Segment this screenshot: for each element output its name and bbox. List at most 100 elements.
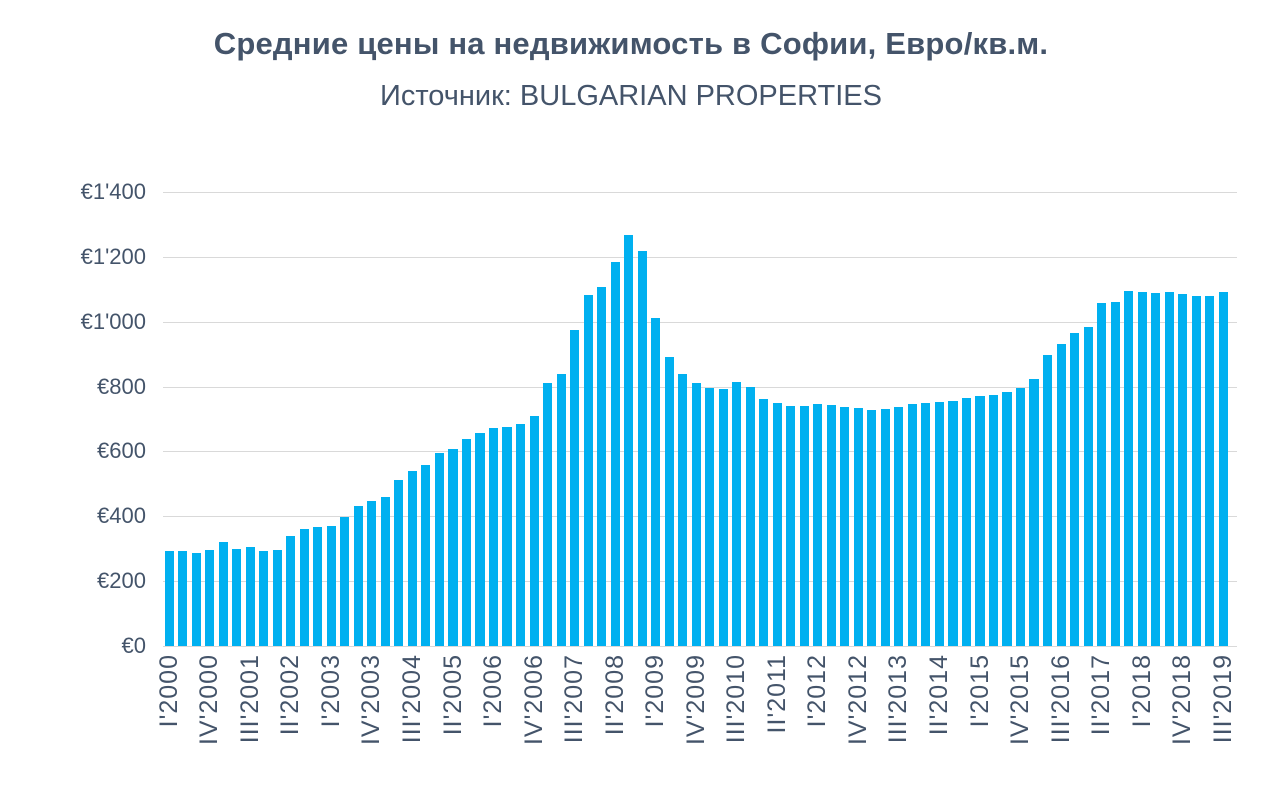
bar-IV'2016	[1070, 333, 1080, 646]
y-tick-label: €800	[97, 373, 146, 399]
bar-II'2003	[340, 517, 350, 646]
bar-III'2013	[894, 406, 904, 646]
y-tick-label: €1'200	[80, 243, 146, 269]
chart-title: Средние цены на недвижимость в Софии, Ев…	[213, 26, 1049, 61]
bar-II'2009	[664, 356, 674, 646]
gridline-0	[163, 646, 1237, 647]
x-tick-label-III'2007: III'2007	[560, 654, 589, 744]
bar-III'2007	[570, 330, 580, 646]
bar-IV'2009	[691, 383, 701, 646]
bar-II'2004	[394, 479, 404, 646]
y-tick-label: €200	[97, 568, 146, 594]
bar-I'2013	[867, 410, 877, 646]
bar-III'2014	[948, 400, 958, 646]
x-tick-label-I'2009: I'2009	[641, 654, 670, 728]
bar-III'2008	[624, 235, 634, 646]
bar-IV'2005	[475, 433, 485, 646]
bar-IV'2003	[367, 501, 377, 646]
x-tick-label-II'2005: II'2005	[438, 654, 467, 736]
bar-II'2006	[502, 427, 512, 646]
bar-III'2018	[1164, 292, 1174, 646]
bar-I'2006	[488, 428, 499, 646]
bar-I'2005	[434, 453, 445, 646]
bar-III'2009	[678, 373, 688, 646]
bar-II'2013	[880, 408, 890, 646]
x-tick-label-II'2008: II'2008	[600, 654, 629, 736]
bar-III'2005	[461, 438, 472, 646]
bar-III'2010	[732, 382, 742, 646]
bar-III'2002	[299, 529, 309, 646]
bar-II'2000	[178, 551, 188, 646]
bar-IV'2012	[853, 408, 863, 646]
bar-II'2016	[1042, 355, 1053, 646]
bar-II'2001	[232, 549, 242, 646]
bar-II'2002	[286, 535, 296, 646]
bar-II'2005	[448, 449, 458, 646]
x-tick-label-III'2013: III'2013	[884, 654, 913, 744]
bar-III'2000	[191, 552, 201, 646]
x-tick-label-I'2003: I'2003	[316, 654, 345, 728]
bar-I'2003	[326, 526, 336, 646]
bar-I'2007	[543, 383, 553, 646]
x-tick-label-II'2011: II'2011	[762, 654, 791, 734]
bar-I'2010	[705, 388, 715, 646]
x-tick-label-I'2012: I'2012	[803, 654, 832, 728]
x-tick-label-II'2017: II'2017	[1087, 654, 1116, 736]
bar-III'2019	[1218, 291, 1228, 646]
bar-IV'2011	[799, 406, 809, 646]
x-tick-label-III'2010: III'2010	[722, 654, 751, 744]
bar-I'2002	[272, 550, 282, 646]
x-tick-label-I'2006: I'2006	[479, 654, 507, 728]
bar-IV'2000	[205, 549, 215, 646]
x-tick-label-IV'2003: IV'2003	[357, 654, 386, 746]
gridline-1200	[163, 256, 1237, 258]
bar-IV'2018	[1178, 293, 1188, 646]
x-tick-label-IV'2000: IV'2000	[195, 654, 224, 746]
bar-I'2008	[597, 287, 607, 646]
x-tick-label-IV'2018: IV'2018	[1168, 654, 1197, 746]
bar-II'2019	[1205, 295, 1215, 646]
bar-I'2011	[759, 398, 769, 646]
y-tick-label: €400	[97, 503, 146, 529]
bar-IV'2008	[637, 251, 647, 646]
bar-III'2012	[840, 407, 850, 646]
bar-III'2017	[1110, 302, 1120, 646]
x-tick-label-IV'2009: IV'2009	[681, 654, 710, 746]
bar-III'2015	[1002, 392, 1012, 646]
bar-IV'2001	[259, 551, 269, 646]
bar-II'2017	[1097, 302, 1107, 646]
x-tick-label-III'2004: III'2004	[397, 654, 426, 744]
bar-III'2006	[515, 424, 526, 646]
bar-I'2018	[1137, 291, 1147, 646]
bar-I'2001	[218, 542, 228, 646]
bar-I'2019	[1191, 296, 1201, 646]
bar-I'2009	[651, 317, 661, 646]
bar-III'2003	[353, 506, 363, 646]
gridline-1400	[163, 192, 1237, 193]
bar-I'2012	[813, 404, 823, 646]
y-tick-label: €600	[97, 438, 146, 464]
bar-II'2014	[934, 401, 944, 646]
bar-IV'2006	[529, 415, 539, 646]
bar-II'2015	[988, 395, 999, 646]
x-tick-label-IV'2006: IV'2006	[519, 654, 548, 746]
bar-II'2008	[610, 261, 620, 646]
x-tick-label-III'2001: III'2001	[235, 654, 264, 744]
y-tick-label: €1'000	[80, 308, 146, 334]
bar-III'2004	[407, 470, 417, 646]
bar-I'2014	[921, 403, 931, 646]
bar-IV'2014	[961, 397, 972, 646]
bar-IV'2015	[1015, 387, 1026, 646]
bar-IV'2007	[583, 295, 593, 646]
x-tick-label-I'2018: I'2018	[1127, 654, 1156, 728]
x-tick-label-IV'2015: IV'2015	[1006, 654, 1034, 746]
x-tick-label-I'2015: I'2015	[965, 654, 994, 728]
x-tick-label-IV'2012: IV'2012	[843, 654, 872, 746]
x-tick-label-II'2002: II'2002	[276, 654, 305, 736]
bar-IV'2004	[421, 465, 431, 646]
bar-III'2001	[245, 546, 255, 646]
bar-III'2016	[1056, 344, 1066, 646]
chart-subtitle: Источник: BULGARIAN PROPERTIES	[380, 80, 882, 112]
y-tick-label: €0	[121, 633, 146, 658]
